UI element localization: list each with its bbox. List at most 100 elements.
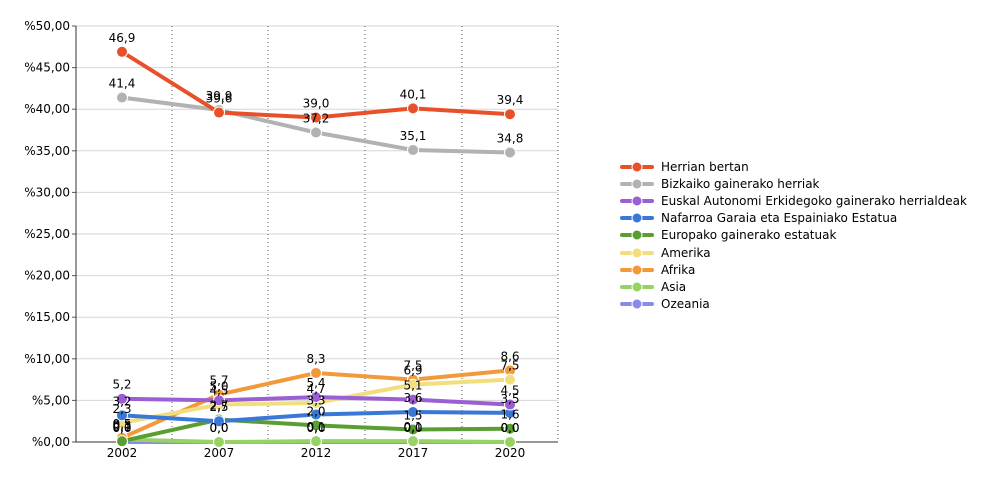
- data-label: 37,2: [303, 111, 330, 125]
- data-point: [504, 108, 516, 121]
- y-tick-label: %25,00: [24, 227, 70, 241]
- legend-item: Nafarroa Garaia eta Espainiako Estatua: [620, 210, 967, 227]
- legend-swatch-marker: [631, 178, 643, 190]
- legend-swatch-marker: [631, 247, 643, 259]
- legend-item: Herrian bertan: [620, 158, 967, 175]
- data-label: 0,0: [112, 421, 131, 435]
- axes: %0,00 %5,00 %10,00 %15,00 %20,00 %25,00 %30,00…: [24, 19, 558, 460]
- data-point: [407, 423, 419, 436]
- data-label: 5,0: [209, 379, 228, 393]
- data-point: [407, 393, 419, 406]
- legend-swatch-marker: [631, 195, 643, 207]
- legend-swatch: [620, 161, 654, 173]
- data-label: 0,0: [500, 421, 519, 435]
- data-point: [407, 143, 419, 156]
- legend-label: Afrika: [661, 262, 696, 277]
- legend-swatch: [620, 247, 654, 259]
- legend-label: Herrian bertan: [661, 159, 749, 174]
- legend-label: Amerika: [661, 245, 711, 260]
- data-point: [213, 106, 225, 119]
- data-label: 41,4: [109, 77, 136, 91]
- legend-swatch: [620, 212, 654, 224]
- x-tick-label: 2012: [301, 446, 332, 460]
- legend-label: Ozeania: [661, 297, 710, 312]
- data-point: [310, 408, 322, 421]
- data-label: 0,0: [403, 421, 422, 435]
- data-label: 0,5: [112, 417, 131, 431]
- legend-swatch-marker: [631, 298, 643, 310]
- legend-swatch: [620, 195, 654, 207]
- legend-label: Asia: [661, 279, 687, 294]
- data-label: 0,1: [112, 420, 131, 434]
- data-label: 2,7: [209, 399, 228, 413]
- data-point: [504, 422, 516, 435]
- legend-label: Nafarroa Garaia eta Espainiako Estatua: [661, 211, 898, 226]
- data-point: [407, 378, 419, 391]
- legend-item: Amerika: [620, 244, 967, 261]
- legend-swatch: [620, 298, 654, 310]
- series-7: [116, 433, 516, 448]
- data-label: 2,0: [306, 404, 325, 418]
- data-point: [310, 435, 322, 448]
- data-point: [116, 409, 128, 422]
- data-point: [504, 436, 516, 448]
- data-label: 4,5: [209, 384, 228, 398]
- data-label: 39,6: [206, 92, 233, 106]
- data-point: [310, 126, 322, 139]
- legend-item: Ozeania: [620, 296, 967, 313]
- data-label: 0,1: [403, 420, 422, 434]
- data-label: 46,9: [109, 31, 136, 45]
- data-label: 0,0: [306, 421, 325, 435]
- legend-swatch: [620, 264, 654, 276]
- data-label: 5,1: [403, 379, 422, 393]
- data-label: 2,3: [112, 402, 131, 416]
- data-label: 4,5: [500, 384, 519, 398]
- legend-swatch-marker: [631, 212, 643, 224]
- data-label: 5,4: [306, 376, 325, 390]
- data-point: [504, 373, 516, 386]
- legend-swatch-marker: [631, 161, 643, 173]
- data-label: 3,3: [306, 394, 325, 408]
- data-label: 1,6: [500, 408, 519, 422]
- data-label: 0,1: [306, 420, 325, 434]
- y-tick-label: %40,00: [24, 102, 70, 116]
- legend-label: Bizkaiko gainerako herriak: [661, 176, 820, 191]
- data-label: 4,7: [306, 382, 325, 396]
- legend-swatch: [620, 229, 654, 241]
- data-point: [504, 398, 516, 411]
- legend: Herrian bertan Bizkaiko gainerako herriak…: [620, 158, 967, 313]
- data-label: 5,2: [112, 378, 131, 392]
- series-2: [116, 391, 516, 411]
- data-label: 3,6: [403, 391, 422, 405]
- legend-swatch-marker: [631, 281, 643, 293]
- series-lines: [116, 45, 516, 448]
- series-0: [116, 45, 516, 124]
- data-label: 0,0: [209, 421, 228, 435]
- data-point: [310, 111, 322, 124]
- y-tick-label: %10,00: [24, 352, 70, 366]
- data-label: 34,8: [497, 131, 524, 145]
- data-point: [504, 146, 516, 159]
- data-label: 39,0: [303, 97, 330, 111]
- legend-item: Afrika: [620, 261, 967, 278]
- data-point: [407, 102, 419, 115]
- data-label: 35,1: [400, 129, 427, 143]
- legend-item: Euskal Autonomi Erkidegoko gainerako her…: [620, 192, 967, 209]
- data-point: [407, 435, 419, 448]
- data-label: 3,2: [112, 394, 131, 408]
- legend-swatch: [620, 281, 654, 293]
- data-point: [213, 394, 225, 407]
- x-tick-label: 2020: [495, 446, 526, 460]
- data-point: [116, 392, 128, 405]
- data-point: [116, 91, 128, 104]
- legend-swatch-marker: [631, 229, 643, 241]
- data-label: 7,5: [500, 359, 519, 373]
- data-labels: 46,9 39,6 39,0 40,1 39,4 41,4 39,9 37,2 35,1 34,8…: [109, 31, 524, 435]
- data-label: 2,5: [209, 400, 228, 414]
- data-point: [310, 391, 322, 404]
- data-label: 5,7: [209, 374, 228, 388]
- legend-swatch-marker: [631, 264, 643, 276]
- legend-item: Asia: [620, 278, 967, 295]
- x-tick-label: 2017: [398, 446, 429, 460]
